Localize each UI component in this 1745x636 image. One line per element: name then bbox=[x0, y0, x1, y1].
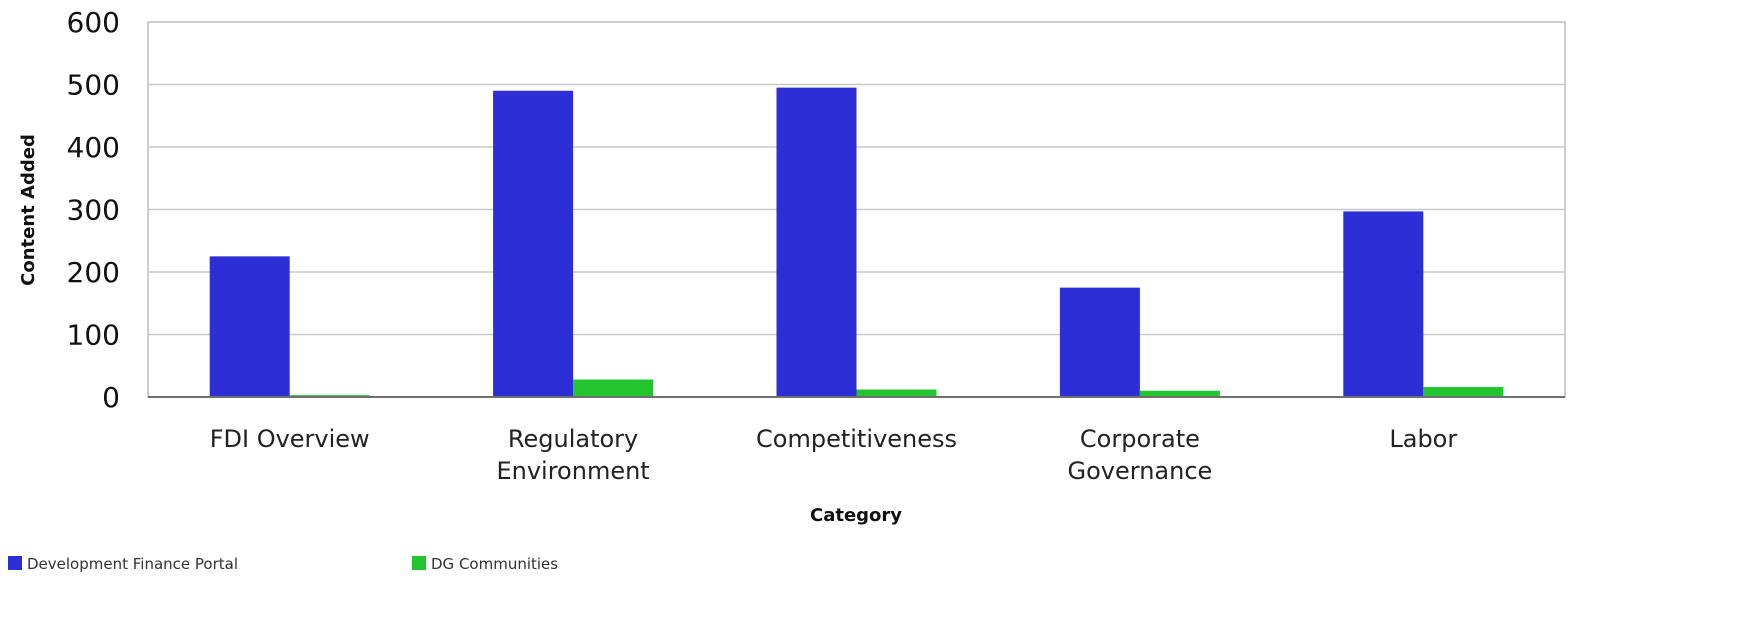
y-tick-label: 0 bbox=[102, 381, 120, 414]
legend-swatch bbox=[412, 556, 426, 570]
x-tick-label: Regulatory bbox=[508, 425, 638, 453]
bar-dg-communities bbox=[856, 389, 937, 397]
bar-development-finance-portal bbox=[209, 256, 290, 397]
bar-dg-communities bbox=[1139, 390, 1220, 397]
bar-dg-communities bbox=[1423, 387, 1504, 397]
y-tick-label: 600 bbox=[67, 6, 120, 39]
bar-dg-communities bbox=[573, 379, 654, 397]
x-tick-label: FDI Overview bbox=[210, 425, 370, 453]
legend-label: Development Finance Portal bbox=[27, 555, 238, 573]
bar-development-finance-portal bbox=[1343, 211, 1424, 397]
x-tick-label: Environment bbox=[496, 457, 649, 485]
y-tick-label: 400 bbox=[67, 131, 120, 164]
y-tick-label: 100 bbox=[67, 319, 120, 352]
x-axis-title: Category bbox=[810, 505, 902, 526]
x-tick-label: Governance bbox=[1068, 457, 1213, 485]
y-tick-label: 200 bbox=[67, 256, 120, 289]
x-axis-labels: FDI Overview Regulatory Environment Competi… bbox=[210, 425, 1458, 485]
y-axis-ticks: 0 100 200 300 400 500 600 bbox=[67, 6, 120, 414]
x-tick-label: Competitiveness bbox=[756, 425, 957, 453]
x-tick-label: Corporate bbox=[1080, 425, 1200, 453]
bar-development-finance-portal bbox=[1059, 287, 1140, 397]
y-tick-label: 300 bbox=[67, 194, 120, 227]
y-tick-label: 500 bbox=[67, 69, 120, 102]
legend-label: DG Communities bbox=[431, 555, 558, 573]
legend-swatch bbox=[8, 556, 22, 570]
x-tick-label: Labor bbox=[1389, 425, 1457, 453]
bar-development-finance-portal bbox=[493, 90, 574, 397]
y-axis-title: Content Added bbox=[18, 134, 39, 286]
bar-development-finance-portal bbox=[776, 87, 857, 397]
legend: Development Finance Portal DG Communities bbox=[8, 555, 558, 573]
